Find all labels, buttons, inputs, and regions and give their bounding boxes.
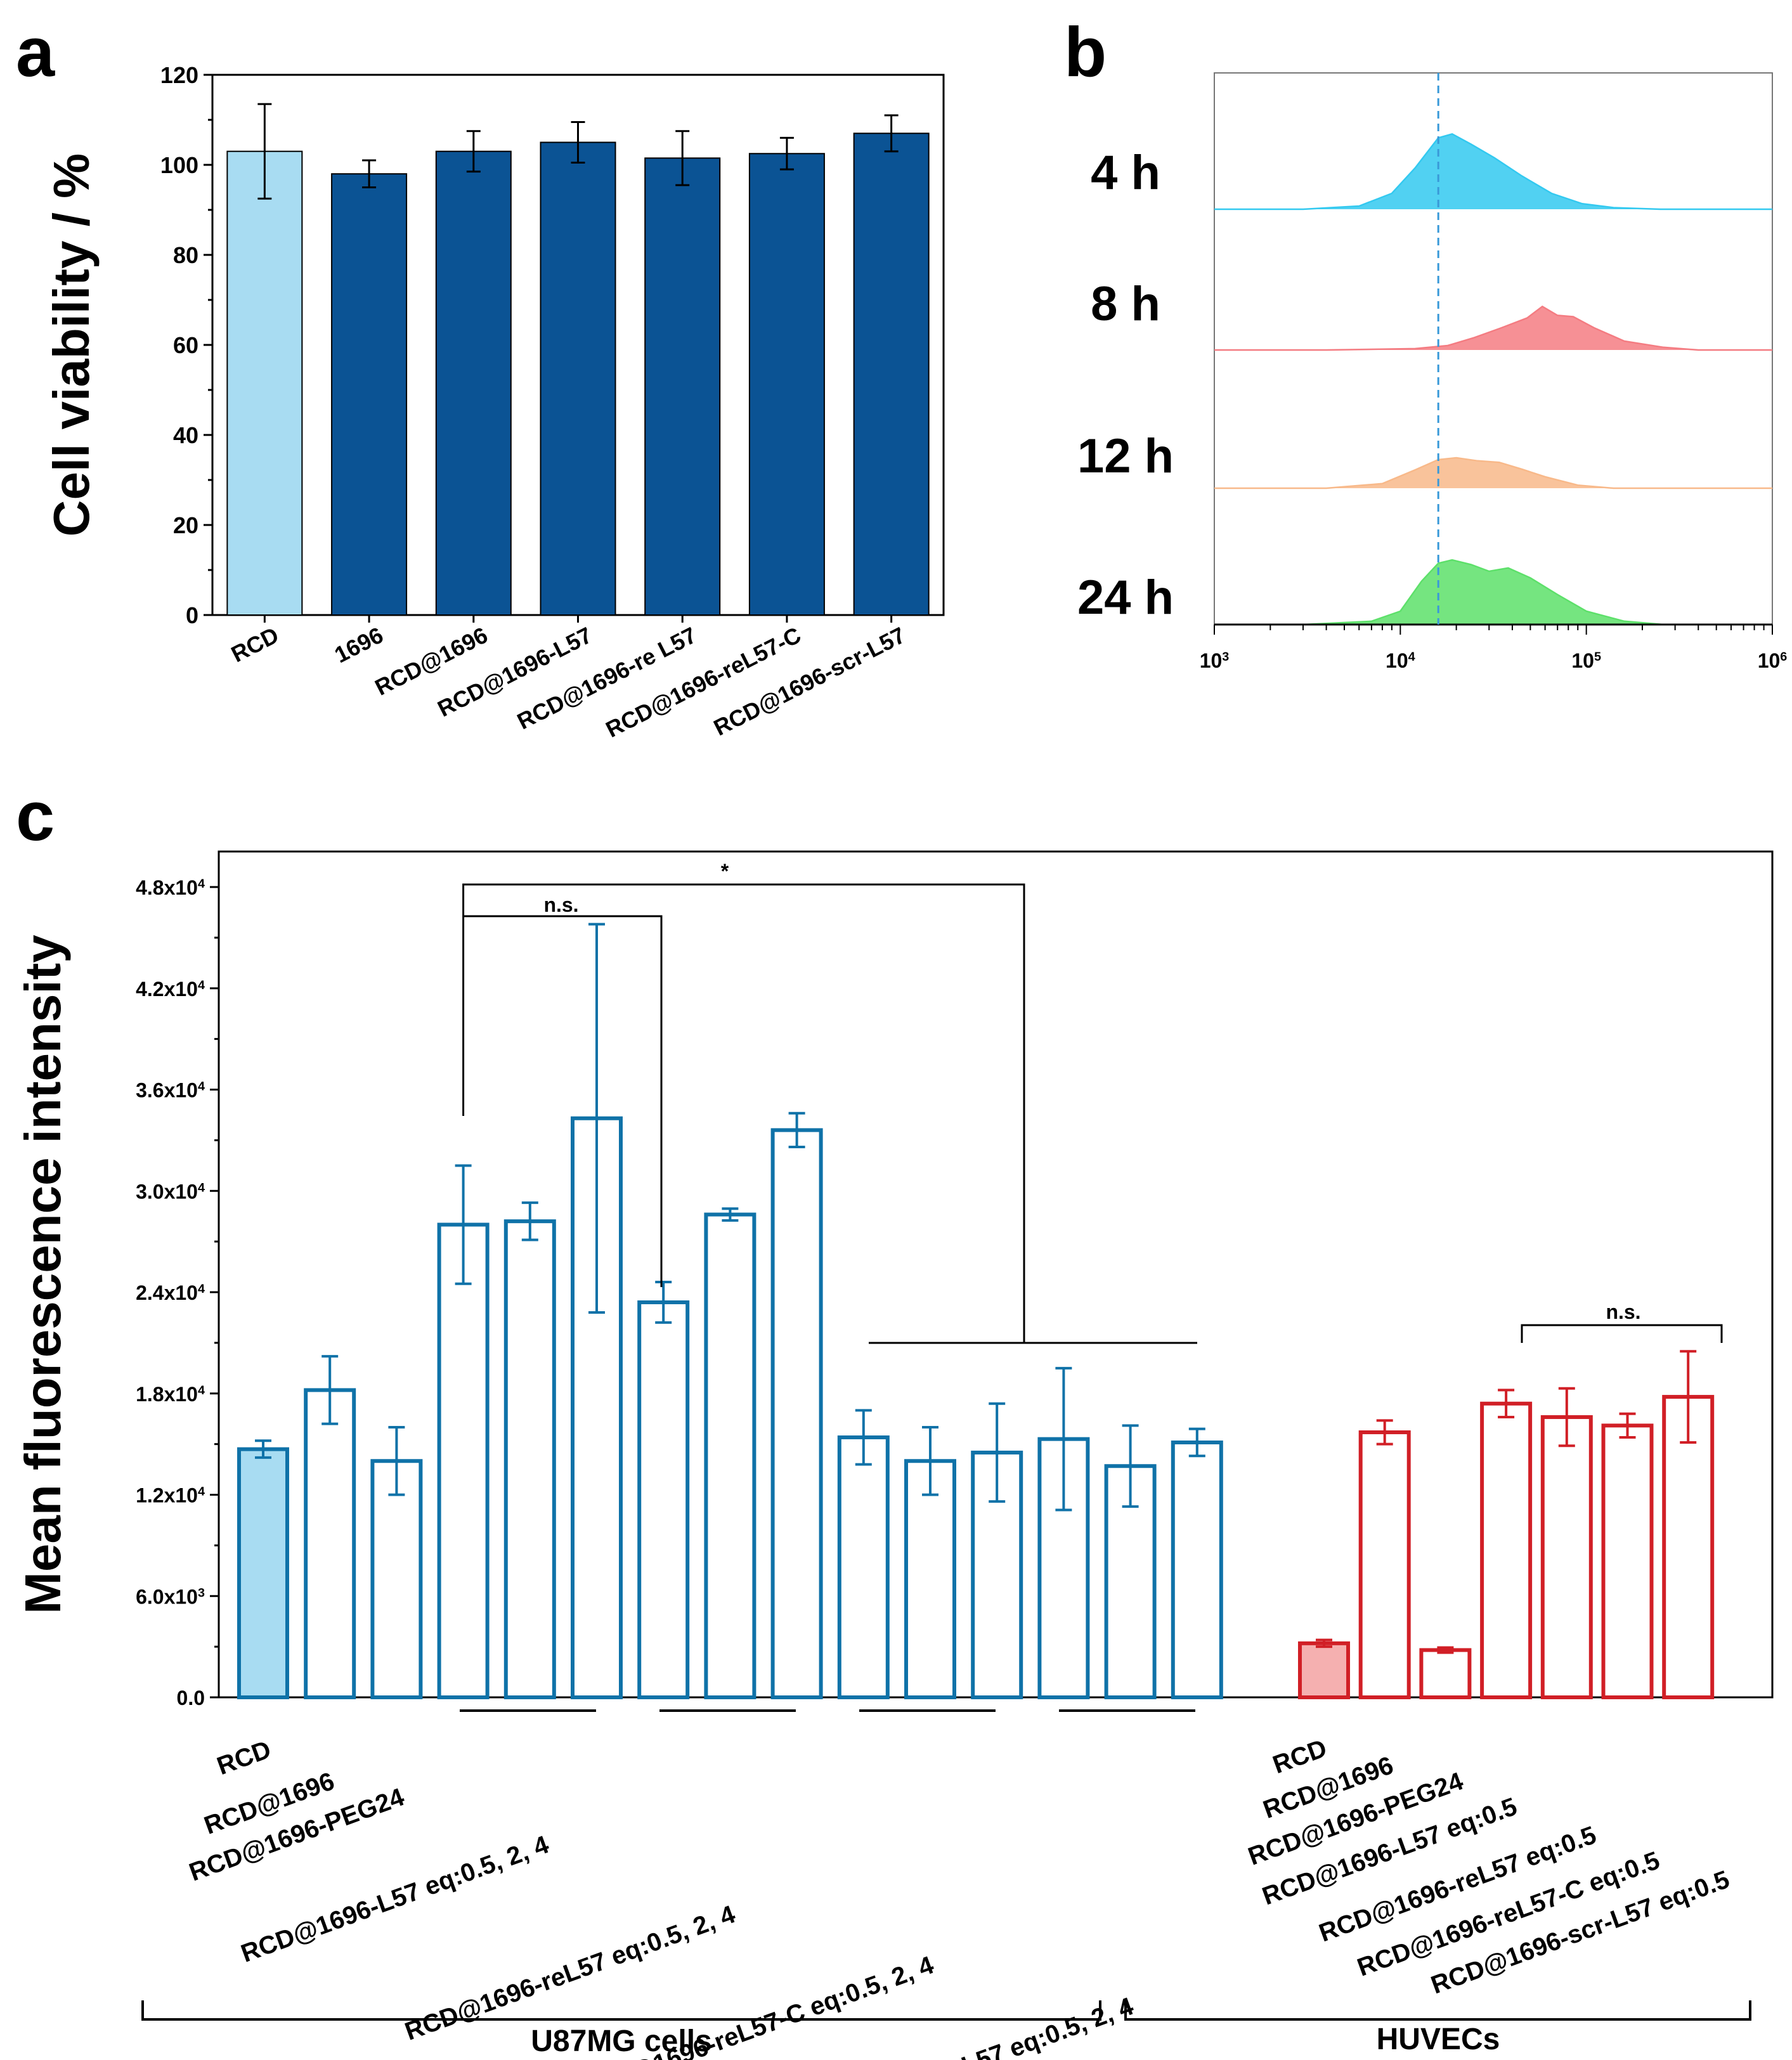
histogram-line xyxy=(1214,133,1772,211)
histogram-area xyxy=(1214,306,1772,350)
y-tick-label: 4.8x104 xyxy=(136,876,205,899)
y-tick-label: 3.6x104 xyxy=(136,1079,205,1102)
bar xyxy=(503,1219,556,1700)
x-category-label: RCD@1696-scr-L57 xyxy=(710,622,910,741)
bar xyxy=(1298,1641,1350,1700)
bar xyxy=(226,150,303,616)
bar xyxy=(435,150,512,616)
significance-bracket xyxy=(462,883,1025,1343)
histogram-line xyxy=(1214,559,1772,626)
y-tick-exponent: 4 xyxy=(198,1383,205,1397)
significance-label: n.s. xyxy=(543,893,578,916)
x-category-label: RCD@1696-reL57-C xyxy=(602,622,805,743)
panel-label-b: b xyxy=(1064,13,1107,91)
x-tick-exponent: 5 xyxy=(1594,650,1601,664)
x-tick-label: 106 xyxy=(1758,649,1788,672)
group-label: HUVECs xyxy=(1377,2023,1500,2056)
y-tick-label: 0 xyxy=(186,602,198,628)
bar xyxy=(370,1459,423,1699)
bar xyxy=(748,153,825,616)
y-tick-label: 60 xyxy=(173,332,198,358)
y-tick-label: 100 xyxy=(160,152,198,178)
y-tick-exponent: 4 xyxy=(198,1181,205,1195)
plot-frame xyxy=(218,850,1774,1699)
y-tick-label: 120 xyxy=(160,62,198,88)
significance-label: n.s. xyxy=(1606,1300,1640,1323)
bar xyxy=(637,1300,690,1700)
y-tick-label: 6.0x103 xyxy=(136,1585,205,1608)
x-tick-label: 104 xyxy=(1386,649,1415,672)
histogram-line xyxy=(1214,305,1772,351)
y-tick-label: 2.4x104 xyxy=(136,1281,205,1304)
significance-bracket xyxy=(1521,1324,1723,1343)
histogram-area xyxy=(1214,560,1772,625)
timepoint-label: 12 h xyxy=(1077,429,1174,483)
bar xyxy=(237,1447,289,1700)
x-category-label: RCD xyxy=(214,1735,275,1780)
x-tick-label: 105 xyxy=(1571,649,1601,672)
x-tick-exponent: 3 xyxy=(1222,650,1229,664)
y-tick-exponent: 4 xyxy=(198,877,205,891)
y-tick-exponent: 4 xyxy=(198,1282,205,1296)
x-category-label: RCD xyxy=(1269,1734,1330,1779)
bar xyxy=(904,1459,956,1699)
panel-label-a: a xyxy=(16,13,55,91)
y-tick-exponent: 4 xyxy=(198,1080,205,1094)
bar xyxy=(704,1212,756,1699)
group-bracket xyxy=(141,2000,1101,2021)
bar xyxy=(304,1388,356,1700)
bar xyxy=(437,1222,490,1699)
y-tick-label: 1.8x104 xyxy=(136,1383,205,1406)
group-bracket xyxy=(1124,2000,1751,2021)
x-tick-exponent: 4 xyxy=(1408,650,1415,664)
y-tick-label: 1.2x104 xyxy=(136,1484,205,1507)
group-label: U87MG cells xyxy=(531,2024,711,2058)
bar xyxy=(1480,1401,1533,1700)
histogram-line xyxy=(1214,457,1772,489)
panel-b-flow-histograms: 4 h 8 h 12 h 24 h 103 104 105 106 xyxy=(1077,72,1788,672)
y-tick-exponent: 4 xyxy=(198,978,205,992)
timepoint-label: 4 h xyxy=(1091,146,1160,200)
y-tick-exponent: 3 xyxy=(198,1586,205,1600)
y-tick-label: 20 xyxy=(173,512,198,538)
bar xyxy=(1540,1415,1593,1699)
histogram-area xyxy=(1214,458,1772,488)
bar xyxy=(331,173,408,616)
bar xyxy=(1601,1423,1654,1699)
bar xyxy=(837,1435,890,1700)
bar xyxy=(770,1128,823,1699)
histogram-area xyxy=(1214,134,1772,209)
panel-label-c: c xyxy=(16,777,55,855)
significance-bracket xyxy=(463,915,663,1287)
x-category-label: RCD xyxy=(227,622,283,668)
y-axis-title: Cell viability / % xyxy=(43,153,100,537)
panel-c-bar-chart: 0.0 6.0x103 1.2x104 1.8x104 2.4x104 3.0x104 3.… xyxy=(15,850,1774,2060)
bar xyxy=(1419,1648,1472,1699)
timepoint-label: 8 h xyxy=(1091,277,1160,331)
x-category-label: 1696 xyxy=(330,622,387,668)
bar xyxy=(1171,1440,1223,1699)
y-tick-label: 4.2x104 xyxy=(136,978,205,1001)
y-tick-exponent: 4 xyxy=(198,1485,205,1499)
bar xyxy=(540,141,616,616)
bar xyxy=(644,157,721,616)
y-tick-label: 40 xyxy=(173,422,198,448)
bar xyxy=(853,133,930,616)
y-axis-title: Mean fluorescence intensity xyxy=(15,935,71,1614)
y-tick-label: 80 xyxy=(173,242,198,268)
x-tick-exponent: 6 xyxy=(1780,650,1787,664)
significance-label: * xyxy=(721,860,729,883)
timepoint-label: 24 h xyxy=(1077,571,1174,625)
bar xyxy=(1358,1430,1411,1700)
y-tick-label: 0.0 xyxy=(177,1687,205,1709)
panel-a-bar-chart: 0 20 40 60 80 100 120 Cell viability / % RCD 1696… xyxy=(43,62,945,743)
y-tick-label: 3.0x104 xyxy=(136,1180,205,1203)
x-tick-label: 103 xyxy=(1200,649,1230,672)
